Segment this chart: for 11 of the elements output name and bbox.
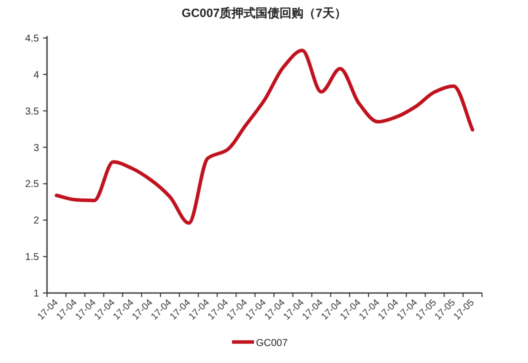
y-tick-label: 3.5 xyxy=(25,106,40,118)
y-tick-label: 2.5 xyxy=(25,179,40,190)
legend: GC007 xyxy=(232,338,288,349)
y-tick-label: 2 xyxy=(33,216,40,227)
y-tick-label: 4.5 xyxy=(25,34,40,44)
y-tick-label: 1.5 xyxy=(25,252,40,264)
y-tick-label: 3 xyxy=(33,142,40,154)
legend-label: GC007 xyxy=(256,338,288,349)
chart-title: GC007质押式国债回购（7天） xyxy=(182,6,346,20)
y-tick-label: 4 xyxy=(33,70,40,81)
y-tick-label: 1 xyxy=(33,288,40,300)
